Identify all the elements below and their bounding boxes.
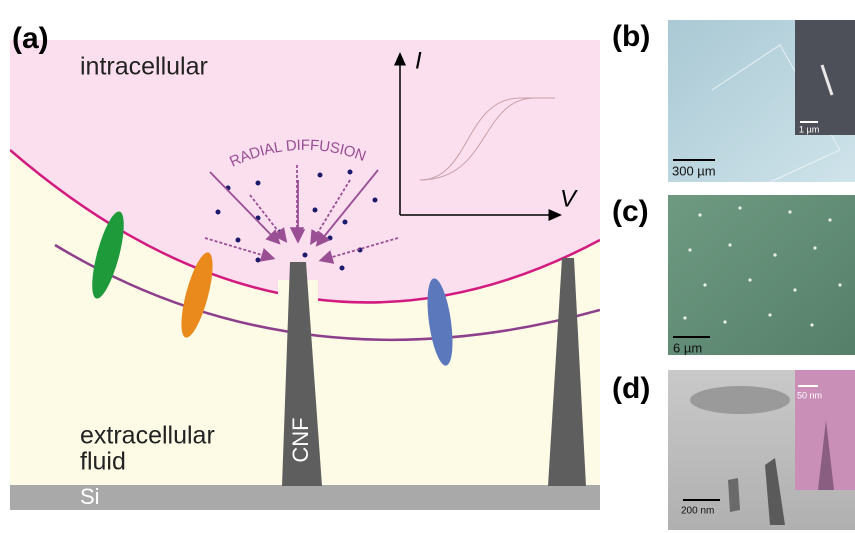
intracellular-region xyxy=(10,40,600,303)
cnf-image xyxy=(818,420,834,490)
diffusion-arrows xyxy=(204,165,399,264)
green-protein xyxy=(92,211,124,299)
cnf-electrode xyxy=(282,262,322,486)
scale-label: 50 nm xyxy=(797,390,822,400)
substrate xyxy=(10,485,600,510)
panel-a xyxy=(10,40,600,510)
region-label: fluid xyxy=(80,448,126,476)
panel-label: (a) xyxy=(12,22,49,55)
cnf-image xyxy=(765,458,785,525)
axis-label: I xyxy=(415,47,422,74)
scale-label: 6 µm xyxy=(673,340,702,355)
texture xyxy=(690,386,790,414)
substrate-label: Si xyxy=(80,484,100,509)
scale-label: 200 nm xyxy=(681,506,714,517)
scale-label: 1 µm xyxy=(799,124,819,134)
orange-protein xyxy=(181,252,213,338)
panel-label: (b) xyxy=(612,20,650,53)
iv-inset xyxy=(394,52,562,221)
region-label: extracellular xyxy=(80,422,215,450)
inner-membrane xyxy=(54,243,600,342)
panel-label: (c) xyxy=(612,195,649,228)
scale-label: 300 µm xyxy=(672,163,716,178)
axis-label: V xyxy=(560,185,578,212)
cnf-electrode xyxy=(548,258,586,486)
cnf-label: CNF xyxy=(288,417,313,462)
region-label: intracellular xyxy=(80,53,208,81)
sem-image xyxy=(668,195,855,355)
panel-label: (d) xyxy=(612,372,650,405)
cnf-image xyxy=(820,64,834,96)
blue-protein xyxy=(427,278,453,366)
cnf-array xyxy=(683,206,842,327)
cnf-image xyxy=(728,478,740,512)
